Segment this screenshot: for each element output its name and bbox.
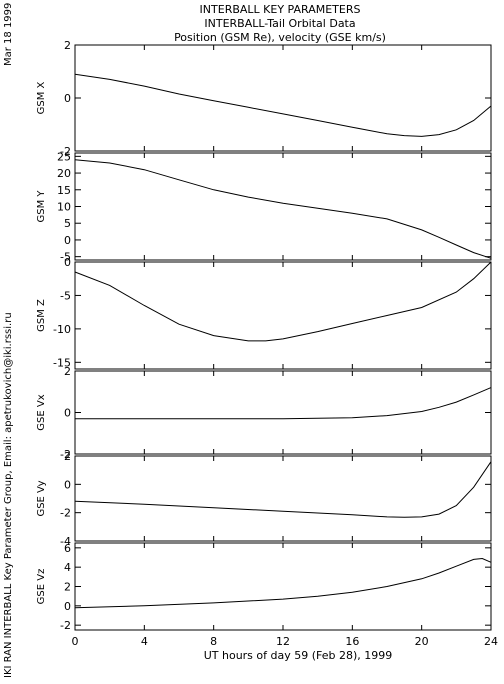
panel-frame (74, 261, 492, 370)
x-tick-label: 0 (72, 635, 79, 648)
panel-frame (74, 455, 492, 542)
y-tick-label: 2 (64, 365, 71, 378)
y-tick-label: 0 (64, 478, 71, 491)
x-tick-label: 24 (484, 635, 498, 648)
y-tick-label: 0 (64, 256, 71, 269)
y-tick-label: -5 (60, 251, 71, 264)
chart-title-line-1: INTERBALL KEY PARAMETERS (199, 3, 361, 16)
y-tick-label: -2 (60, 507, 71, 520)
y-tick-label: 2 (64, 450, 71, 463)
y-tick-label: -15 (53, 356, 71, 369)
y-tick-label: 0 (64, 234, 71, 247)
y-axis-label: GSE Vx (36, 394, 47, 430)
chart-title-line-2: INTERBALL-Tail Orbital Data (204, 17, 356, 30)
x-tick-label: 12 (276, 635, 290, 648)
series-line-gse-vx (75, 387, 492, 420)
y-tick-label: 0 (64, 92, 71, 105)
x-tick-label: 20 (415, 635, 429, 648)
series-line-gsm-x (74, 73, 492, 137)
y-tick-label: 6 (64, 542, 71, 555)
panel-gsm-z: -15 -10 -5 0 GSM Z (36, 256, 492, 370)
y-tick-label: -2 (60, 145, 71, 158)
plot-date-label: Mar 18 1999 (3, 2, 14, 66)
series-line-gse-vz (74, 557, 492, 609)
chart-title-line-3: Position (GSM Re), velocity (GSE km/s) (174, 31, 386, 44)
y-tick-label: -5 (60, 289, 71, 302)
y-tick-label: 0 (64, 407, 71, 420)
y-axis-label: GSM Z (36, 299, 47, 332)
series-line-gse-vy (74, 461, 492, 518)
panel-gse-vz: -2 0 2 4 6 GSE Vz (36, 542, 492, 632)
y-tick-label: 25 (57, 150, 71, 163)
y-axis-label: GSE Vy (36, 480, 47, 516)
panel-frame (74, 44, 492, 152)
y-tick-label: 15 (57, 184, 71, 197)
y-tick-label: 5 (64, 217, 71, 230)
y-tick-label: -2 (60, 619, 71, 632)
panel-frame (74, 542, 492, 631)
y-tick-label: -4 (60, 535, 71, 548)
y-axis-label: GSM X (36, 81, 47, 114)
panel-frame (74, 370, 492, 455)
series-line-gsm-z (74, 261, 492, 342)
panel-gse-vy: -4 -2 0 2 GSE Vy (36, 450, 492, 548)
y-axis-label: GSM Y (36, 190, 47, 223)
y-axis-label: GSE Vz (36, 569, 47, 605)
y-tick-label: 4 (64, 561, 71, 574)
panel-gsm-x: -2 0 2 GSM X (36, 39, 492, 158)
panel-gsm-y: -5 0 5 10 15 20 25 GSM Y (36, 150, 492, 264)
y-tick-label: -2 (60, 448, 71, 461)
credit-label: IKI RAN INTERBALL Key Parameter Group, E… (3, 312, 14, 678)
x-axis-label: UT hours of day 59 (Feb 28), 1999 (204, 649, 393, 662)
y-tick-label: 2 (64, 39, 71, 52)
y-tick-label: 20 (57, 167, 71, 180)
y-tick-label: 10 (57, 201, 71, 214)
y-tick-label: 2 (64, 581, 71, 594)
series-line-gsm-y (74, 159, 492, 259)
panel-gse-vx: -2 0 2 GSE Vx (36, 365, 492, 461)
x-tick-label: 16 (345, 635, 359, 648)
x-tick-label: 4 (141, 635, 148, 648)
x-tick-label: 8 (210, 635, 217, 648)
panel-frame (74, 152, 492, 261)
y-tick-label: 0 (64, 600, 71, 613)
y-tick-label: -10 (53, 323, 71, 336)
